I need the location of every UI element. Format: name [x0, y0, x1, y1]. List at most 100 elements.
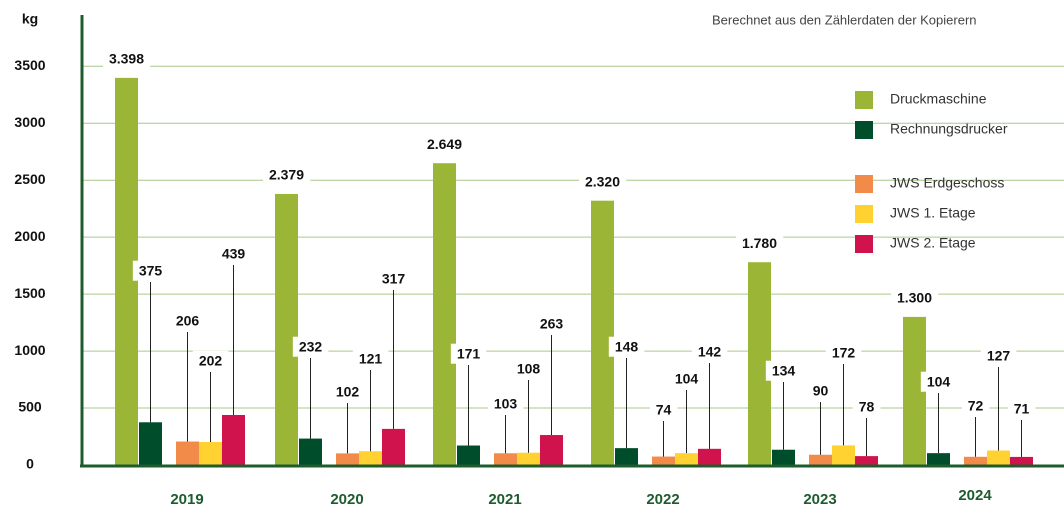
value-label-bg — [608, 336, 645, 357]
bar — [772, 449, 795, 465]
bar — [359, 451, 382, 465]
x-tick-label: 2023 — [803, 491, 836, 508]
legend-label: JWS 2. Etage — [890, 235, 976, 251]
bar — [903, 316, 926, 465]
value-label: 317 — [382, 271, 406, 287]
bar — [222, 414, 245, 465]
legend-swatch — [855, 121, 873, 139]
y-tick-label: 1500 — [14, 285, 45, 301]
y-tick-label: 500 — [18, 399, 42, 415]
value-label-bg — [961, 395, 990, 416]
value-label: 127 — [987, 348, 1011, 364]
value-label-bg — [487, 393, 524, 414]
value-label-bg — [980, 345, 1017, 366]
legend-label: JWS 1. Etage — [890, 205, 976, 221]
value-label-bg — [450, 343, 487, 364]
bar — [809, 454, 832, 465]
value-label: 148 — [615, 339, 639, 355]
value-label-bg — [735, 232, 784, 253]
bar — [748, 262, 771, 465]
bar — [855, 456, 878, 465]
value-label-bg — [262, 164, 311, 185]
value-label: 1.300 — [897, 290, 932, 306]
value-label: 3.398 — [109, 51, 144, 67]
y-tick-label: 3500 — [14, 57, 45, 73]
value-label: 74 — [656, 402, 672, 418]
value-label-bg — [691, 341, 728, 362]
value-label: 171 — [457, 346, 481, 362]
value-label: 72 — [968, 398, 984, 414]
y-tick-label: 1000 — [14, 342, 45, 358]
value-label-bg — [920, 371, 957, 392]
bar — [336, 453, 359, 465]
value-label-bg — [420, 133, 469, 154]
bar — [382, 428, 405, 465]
value-label: 104 — [927, 374, 951, 390]
bar — [832, 445, 855, 465]
value-label: 2.379 — [269, 167, 304, 183]
value-label: 202 — [199, 353, 223, 369]
value-label: 1.780 — [742, 235, 777, 251]
value-label: 90 — [813, 383, 829, 399]
value-label-bg — [533, 313, 570, 334]
legend-label: Druckmaschine — [890, 91, 987, 107]
y-tick-label: 3000 — [14, 114, 45, 130]
bar — [675, 453, 698, 465]
value-label: 104 — [675, 371, 699, 387]
y-tick-label: 0 — [26, 456, 34, 472]
bar — [964, 456, 987, 465]
x-tick-label: 2024 — [958, 487, 992, 504]
value-label: 2.320 — [585, 173, 620, 189]
legend-swatch — [855, 91, 873, 109]
y-tick-label: 2000 — [14, 228, 45, 244]
value-label: 2.649 — [427, 136, 462, 152]
value-label-bg — [510, 358, 547, 379]
bar — [457, 445, 480, 465]
value-label-bg — [765, 360, 802, 381]
value-label: 134 — [772, 363, 796, 379]
legend-label: Rechnungsdrucker — [890, 121, 1008, 137]
value-label-bg — [215, 243, 252, 264]
bar — [517, 452, 540, 465]
annotation: Berechnet aus den Zählerdaten der Kopier… — [712, 12, 977, 27]
bar — [698, 448, 721, 465]
value-label: 375 — [139, 263, 163, 279]
value-label-bg — [578, 171, 627, 192]
value-label: 71 — [1014, 401, 1030, 417]
x-tick-label: 2021 — [488, 491, 521, 508]
value-label-bg — [1007, 398, 1036, 419]
value-label-bg — [890, 287, 939, 308]
value-label: 108 — [517, 361, 541, 377]
value-label-bg — [169, 310, 206, 331]
bar — [199, 441, 222, 465]
legend-swatch — [855, 205, 873, 223]
x-tick-label: 2022 — [646, 491, 679, 508]
legend-swatch — [855, 175, 873, 193]
bar — [591, 200, 614, 465]
bar — [139, 422, 162, 465]
bar — [115, 77, 138, 465]
value-label: 206 — [176, 313, 200, 329]
value-label: 142 — [698, 344, 722, 360]
y-tick-label: 2500 — [14, 171, 45, 187]
bar — [433, 163, 456, 465]
bar — [652, 456, 675, 465]
value-label-bg — [352, 348, 389, 369]
bar — [494, 453, 517, 465]
value-label: 78 — [859, 399, 875, 415]
value-label-bg — [292, 336, 329, 357]
value-label: 121 — [359, 351, 383, 367]
value-label-bg — [375, 268, 412, 289]
legend-label: JWS Erdgeschoss — [890, 175, 1004, 191]
bar — [615, 448, 638, 465]
value-label-bg — [668, 368, 705, 389]
legend-swatch — [855, 235, 873, 253]
value-label-bg — [132, 260, 169, 281]
value-label: 439 — [222, 246, 246, 262]
bar — [927, 453, 950, 465]
value-label-bg — [852, 396, 881, 417]
value-label: 103 — [494, 396, 518, 412]
x-tick-label: 2020 — [330, 491, 363, 508]
y-axis-label: kg — [22, 11, 38, 27]
